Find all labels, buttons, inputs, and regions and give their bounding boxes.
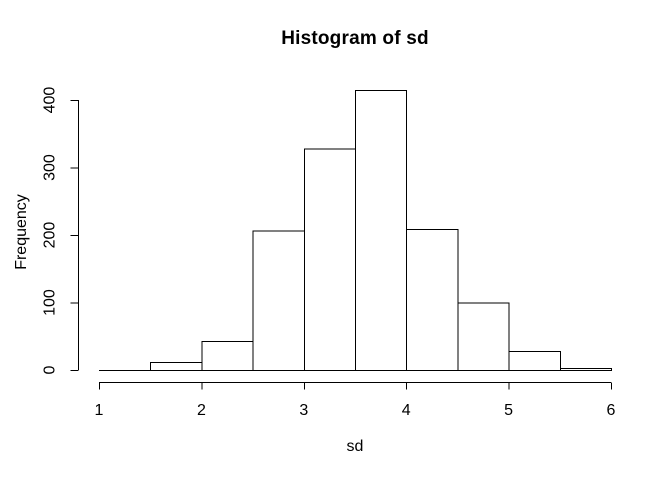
y-tick-label: 200 <box>42 222 59 249</box>
histogram-bar <box>508 351 561 372</box>
y-axis-label: Frequency <box>13 194 30 270</box>
x-tick-label: 6 <box>607 402 616 419</box>
histogram-bar <box>303 148 356 371</box>
histogram-bar <box>406 228 459 371</box>
histogram-bar <box>457 302 510 371</box>
x-tick-label: 5 <box>504 402 513 419</box>
x-axis-label: sd <box>346 438 364 455</box>
y-tick-label: 300 <box>42 154 59 181</box>
x-tick-label: 3 <box>299 402 308 419</box>
histogram-bar <box>559 367 612 372</box>
y-tick-label: 0 <box>42 365 59 374</box>
x-tick-label: 2 <box>197 402 206 419</box>
histogram-bar <box>252 230 305 371</box>
x-tick-label: 1 <box>95 402 104 419</box>
x-tick-label: 4 <box>402 402 411 419</box>
chart-title: Histogram of sd <box>281 28 429 49</box>
histogram-bar <box>355 89 408 371</box>
histogram-bar <box>150 361 203 371</box>
histogram-bar <box>201 340 254 372</box>
y-tick-label: 400 <box>42 87 59 114</box>
y-tick-label: 100 <box>42 289 59 316</box>
